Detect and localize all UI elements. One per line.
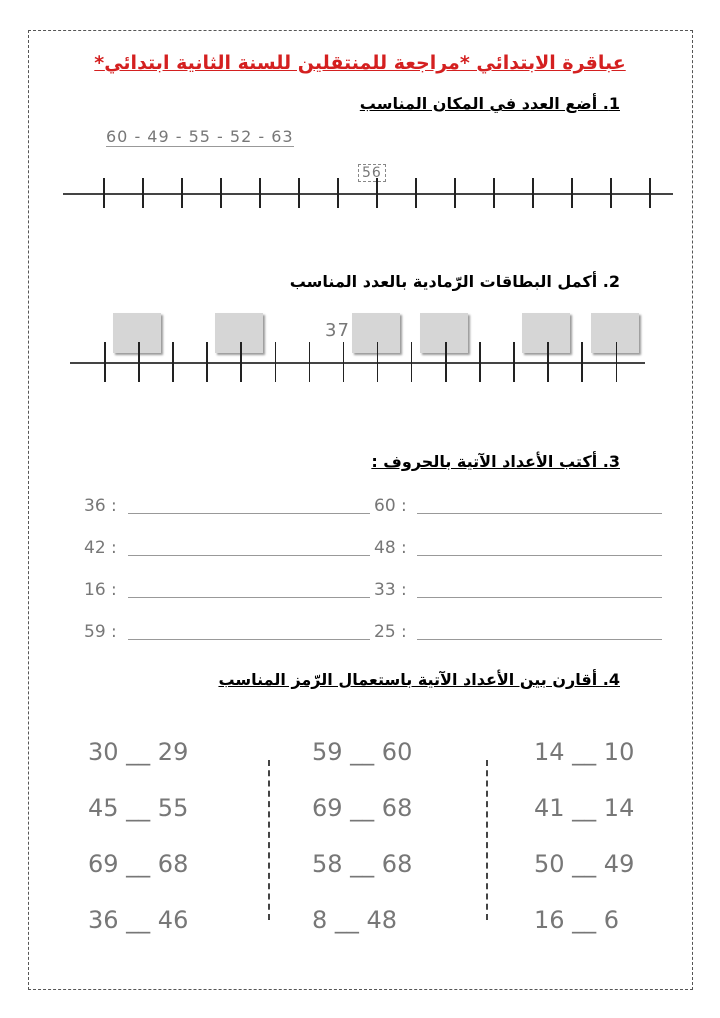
comparison-item[interactable]: 36 __ 46	[88, 906, 189, 934]
q4-heading: 4. أقارن بين الأعداد الآتية باستعمال الر…	[218, 670, 620, 689]
number-label: 60 :	[374, 496, 407, 516]
tick	[410, 342, 413, 382]
tick	[445, 342, 447, 382]
divider	[268, 760, 270, 920]
comparison-item[interactable]: 16 __ 6	[534, 906, 620, 934]
answer-card[interactable]	[215, 313, 264, 353]
q2-heading: 2. أكمل البطاقات الرّمادية بالعدد المناس…	[289, 272, 620, 291]
tick	[337, 178, 339, 208]
number-label: 48 :	[374, 538, 407, 558]
tick	[376, 342, 379, 382]
tick	[138, 342, 140, 382]
tick	[220, 178, 222, 208]
tick	[615, 342, 617, 382]
tick	[240, 342, 242, 382]
q2-given: 37	[325, 320, 350, 341]
tick	[571, 178, 573, 208]
tick	[493, 178, 495, 208]
comparison-item[interactable]: 69 __ 68	[312, 794, 413, 822]
tick	[454, 178, 456, 208]
number-label: 59 :	[84, 622, 117, 642]
tick	[181, 178, 183, 208]
tick	[142, 178, 144, 208]
tick	[172, 342, 174, 382]
comparison-item[interactable]: 30 __ 29	[88, 738, 189, 766]
tick	[104, 342, 106, 382]
q3-heading: 3. أكتب الأعداد الآتية بالحروف :	[371, 452, 620, 471]
comparison-item[interactable]: 8 __ 48	[312, 906, 398, 934]
comparison-item[interactable]: 58 __ 68	[312, 850, 413, 878]
tick	[415, 178, 417, 208]
worksheet-title: *عباقرة الابتدائي *مراجعة للمنتقلين للسن…	[0, 52, 720, 74]
comparison-item[interactable]: 59 __ 60	[312, 738, 413, 766]
answer-line[interactable]	[417, 513, 662, 514]
comparison-item[interactable]: 50 __ 49	[534, 850, 635, 878]
answer-card[interactable]	[113, 313, 162, 353]
answer-card[interactable]	[351, 313, 400, 353]
comparison-item[interactable]: 45 __ 55	[88, 794, 189, 822]
title-text: *عباقرة الابتدائي *مراجعة للمنتقلين للسن…	[94, 52, 626, 74]
tick	[308, 342, 311, 382]
number-line-1	[63, 193, 673, 195]
number-label: 36 :	[84, 496, 117, 516]
comparison-item[interactable]: 14 __ 10	[534, 738, 635, 766]
tick	[342, 342, 345, 382]
q1-heading: 1. أضع العدد في المكان المناسب	[359, 94, 620, 113]
q1-given: 56	[358, 164, 386, 182]
answer-card[interactable]	[590, 313, 639, 353]
answer-card[interactable]	[522, 313, 571, 353]
q1-numbers: 60 - 49 - 55 - 52 - 63	[106, 127, 294, 147]
number-label: 33 :	[374, 580, 407, 600]
comparison-item[interactable]: 69 __ 68	[88, 850, 189, 878]
divider	[486, 760, 488, 920]
tick	[274, 342, 276, 382]
tick	[298, 178, 300, 208]
tick	[259, 178, 261, 208]
tick	[532, 178, 534, 208]
tick	[581, 342, 583, 382]
tick	[547, 342, 549, 382]
answer-line[interactable]	[417, 597, 662, 598]
answer-line[interactable]	[128, 513, 370, 514]
answer-line[interactable]	[417, 639, 662, 640]
tick	[649, 178, 651, 208]
number-label: 42 :	[84, 538, 117, 558]
tick	[206, 342, 208, 382]
tick	[610, 178, 612, 208]
answer-card[interactable]	[420, 313, 468, 353]
number-label: 25 :	[374, 622, 407, 642]
tick	[479, 342, 481, 382]
answer-line[interactable]	[128, 639, 370, 640]
answer-line[interactable]	[128, 597, 370, 598]
answer-line[interactable]	[417, 555, 662, 556]
tick	[103, 178, 105, 208]
number-line-2	[70, 362, 645, 364]
tick	[376, 178, 378, 208]
number-label: 16 :	[84, 580, 117, 600]
answer-line[interactable]	[128, 555, 370, 556]
comparison-item[interactable]: 41 __ 14	[534, 794, 635, 822]
page-border	[28, 30, 693, 990]
tick	[513, 342, 515, 382]
